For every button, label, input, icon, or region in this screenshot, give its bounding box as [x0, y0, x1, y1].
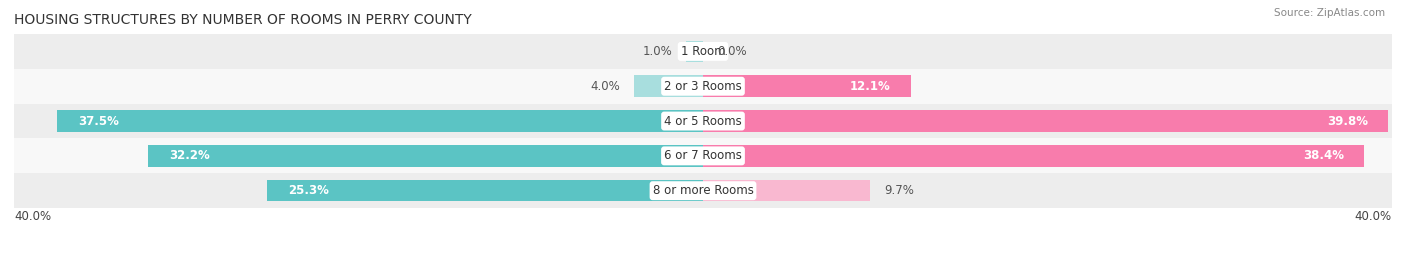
Bar: [14, 69, 1392, 104]
Text: 40.0%: 40.0%: [14, 210, 51, 223]
Bar: [14, 34, 1392, 69]
Text: 8 or more Rooms: 8 or more Rooms: [652, 184, 754, 197]
Text: 25.3%: 25.3%: [288, 184, 329, 197]
Text: 0.0%: 0.0%: [717, 45, 747, 58]
Bar: [149, 145, 703, 167]
Bar: [14, 139, 1392, 173]
Text: 37.5%: 37.5%: [77, 115, 118, 128]
Bar: [14, 173, 1392, 208]
Bar: [703, 180, 870, 201]
Text: 4.0%: 4.0%: [591, 80, 620, 93]
Bar: [14, 104, 1392, 139]
Bar: [267, 180, 703, 201]
Bar: [58, 110, 703, 132]
Text: 6 or 7 Rooms: 6 or 7 Rooms: [664, 149, 742, 162]
Bar: [703, 110, 1389, 132]
Text: 12.1%: 12.1%: [851, 80, 891, 93]
Text: 9.7%: 9.7%: [884, 184, 914, 197]
Bar: [634, 75, 703, 97]
Text: HOUSING STRUCTURES BY NUMBER OF ROOMS IN PERRY COUNTY: HOUSING STRUCTURES BY NUMBER OF ROOMS IN…: [14, 13, 472, 27]
Text: 40.0%: 40.0%: [1355, 210, 1392, 223]
Text: 4 or 5 Rooms: 4 or 5 Rooms: [664, 115, 742, 128]
Bar: [703, 75, 911, 97]
Text: 1.0%: 1.0%: [643, 45, 672, 58]
Bar: [686, 41, 703, 62]
Text: 2 or 3 Rooms: 2 or 3 Rooms: [664, 80, 742, 93]
Text: 38.4%: 38.4%: [1303, 149, 1344, 162]
Text: 1 Room: 1 Room: [681, 45, 725, 58]
Bar: [703, 145, 1364, 167]
Text: 39.8%: 39.8%: [1327, 115, 1368, 128]
Text: Source: ZipAtlas.com: Source: ZipAtlas.com: [1274, 8, 1385, 18]
Text: 32.2%: 32.2%: [169, 149, 209, 162]
